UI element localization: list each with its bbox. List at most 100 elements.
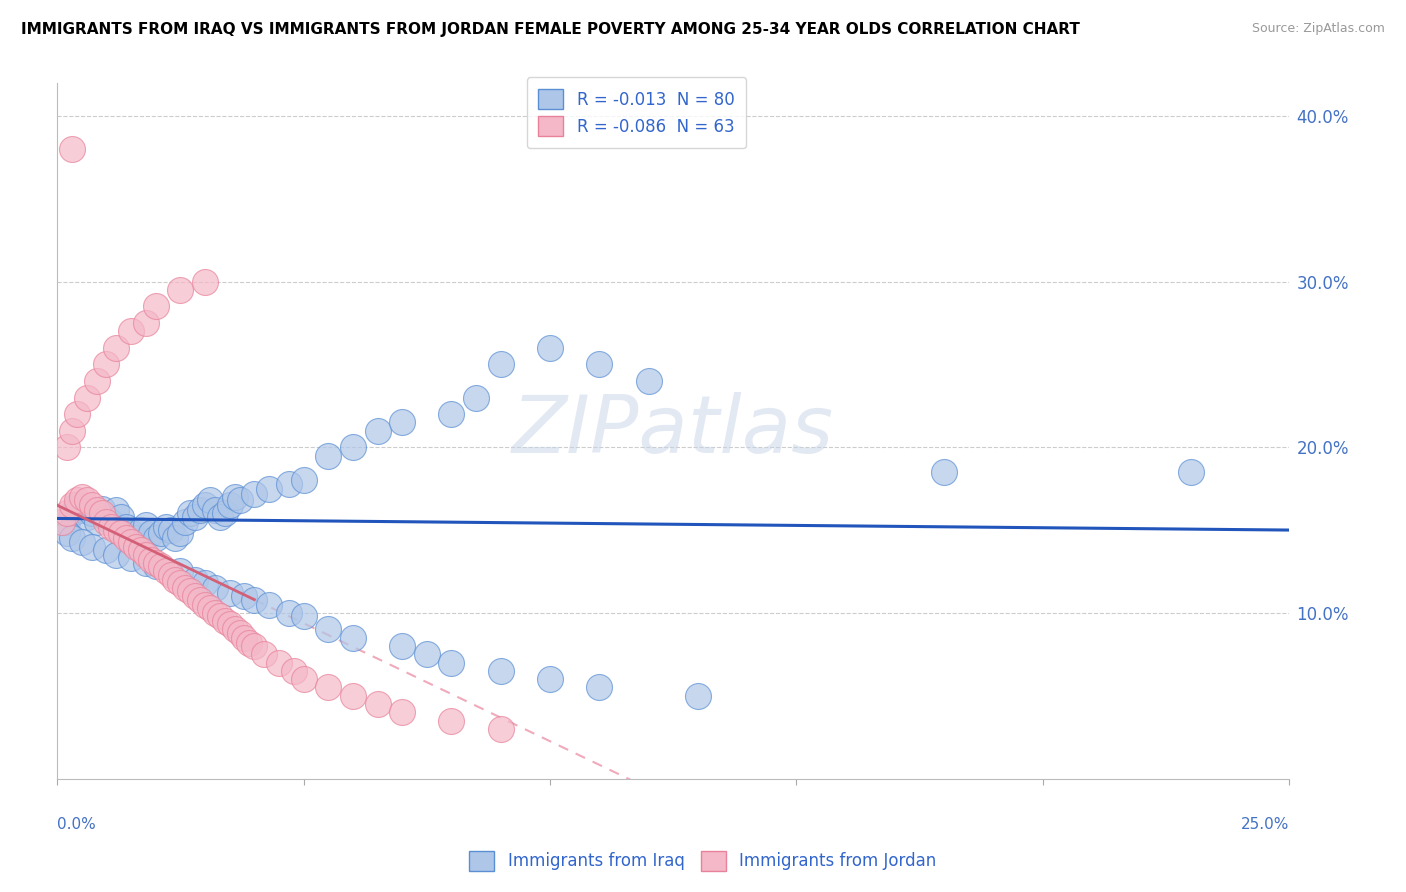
Point: [224, 490, 246, 504]
Point: [1180, 465, 1202, 479]
Point: [179, 507, 201, 521]
Point: [100, 520, 122, 534]
Point: [145, 559, 167, 574]
Point: [80, 507, 103, 521]
Point: [194, 598, 217, 612]
Point: [56, 526, 79, 541]
Point: [277, 606, 299, 620]
Point: [440, 656, 463, 670]
Point: [169, 526, 191, 541]
Point: [60, 507, 83, 521]
Point: [194, 498, 217, 512]
Point: [105, 341, 128, 355]
Text: 25.0%: 25.0%: [1241, 817, 1289, 832]
Point: [120, 526, 142, 541]
Point: [159, 567, 181, 582]
Point: [184, 509, 207, 524]
Point: [165, 573, 187, 587]
Point: [159, 523, 181, 537]
Point: [169, 565, 191, 579]
Point: [198, 601, 221, 615]
Point: [60, 142, 83, 156]
Point: [96, 511, 118, 525]
Point: [440, 407, 463, 421]
Point: [90, 507, 112, 521]
Point: [56, 507, 79, 521]
Point: [292, 474, 315, 488]
Point: [198, 493, 221, 508]
Point: [115, 532, 138, 546]
Point: [174, 515, 197, 529]
Point: [70, 490, 93, 504]
Point: [149, 559, 172, 574]
Point: [238, 636, 260, 650]
Point: [188, 592, 211, 607]
Point: [179, 584, 201, 599]
Point: [588, 358, 610, 372]
Point: [80, 498, 103, 512]
Point: [135, 316, 157, 330]
Point: [489, 358, 512, 372]
Point: [56, 515, 79, 529]
Point: [135, 518, 157, 533]
Point: [208, 609, 231, 624]
Point: [174, 581, 197, 595]
Point: [243, 486, 266, 500]
Point: [204, 581, 226, 595]
Point: [184, 590, 207, 604]
Point: [342, 631, 364, 645]
Point: [316, 449, 339, 463]
Point: [145, 300, 167, 314]
Point: [96, 358, 118, 372]
Point: [204, 503, 226, 517]
Point: [96, 543, 118, 558]
Point: [100, 515, 122, 529]
Point: [243, 639, 266, 653]
Point: [292, 672, 315, 686]
Text: 0.0%: 0.0%: [58, 817, 96, 832]
Point: [489, 722, 512, 736]
Point: [60, 424, 83, 438]
Point: [66, 498, 89, 512]
Point: [76, 493, 98, 508]
Point: [253, 648, 276, 662]
Point: [283, 664, 305, 678]
Point: [139, 526, 162, 541]
Point: [60, 532, 83, 546]
Point: [66, 493, 89, 508]
Point: [391, 639, 413, 653]
Point: [367, 424, 389, 438]
Text: Source: ZipAtlas.com: Source: ZipAtlas.com: [1251, 22, 1385, 36]
Point: [934, 465, 956, 479]
Point: [135, 556, 157, 570]
Point: [105, 503, 128, 517]
Point: [224, 623, 246, 637]
Point: [51, 515, 73, 529]
Point: [391, 416, 413, 430]
Point: [440, 714, 463, 728]
Point: [489, 664, 512, 678]
Point: [120, 534, 142, 549]
Point: [538, 341, 561, 355]
Point: [538, 672, 561, 686]
Point: [60, 498, 83, 512]
Point: [169, 283, 191, 297]
Point: [139, 553, 162, 567]
Point: [105, 523, 128, 537]
Point: [214, 507, 236, 521]
Point: [169, 576, 191, 591]
Point: [76, 509, 98, 524]
Point: [155, 520, 177, 534]
Point: [465, 391, 488, 405]
Point: [135, 548, 157, 562]
Point: [277, 476, 299, 491]
Point: [115, 520, 138, 534]
Point: [145, 532, 167, 546]
Legend: R = -0.013  N = 80, R = -0.086  N = 63: R = -0.013 N = 80, R = -0.086 N = 63: [527, 78, 747, 148]
Point: [194, 275, 217, 289]
Point: [257, 598, 280, 612]
Point: [233, 590, 256, 604]
Legend: Immigrants from Iraq, Immigrants from Jordan: Immigrants from Iraq, Immigrants from Jo…: [461, 842, 945, 880]
Point: [129, 523, 152, 537]
Point: [292, 609, 315, 624]
